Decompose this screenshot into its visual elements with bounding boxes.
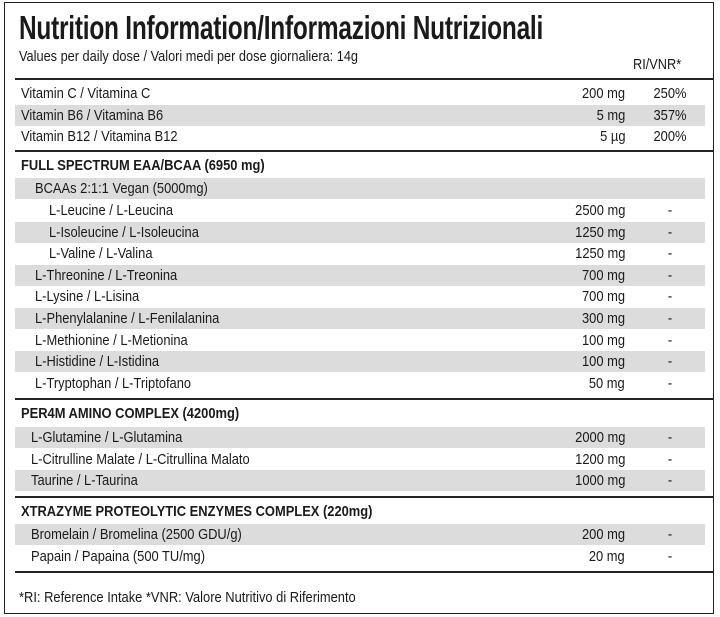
section-title: PER4M AMINO COMPLEX (4200mg)	[21, 405, 240, 423]
nutrient-row: L-Methionine / L-Metionina 100 mg -	[15, 330, 705, 351]
amount: 700 mg	[581, 266, 625, 284]
nutrient-name: L-Lysine / L-Lisina	[35, 288, 140, 306]
ri-value: -	[667, 331, 673, 349]
nutrient-row: L-Valine / L-Valina 1250 mg -	[15, 243, 705, 264]
nutrient-row: L-Tryptophan / L-Triptofano 50 mg -	[15, 373, 705, 394]
nutrient-name: L-Isoleucine / L-Isoleucina	[49, 223, 199, 241]
nutrient-name: Bromelain / Bromelina (2500 GDU/g)	[31, 526, 242, 544]
nutrient-row: Papain / Papaina (500 TU/mg) 20 mg -	[15, 546, 705, 567]
ri-value: -	[667, 353, 673, 371]
nutrient-row: L-Lysine / L-Lisina 700 mg -	[15, 286, 705, 307]
nutrient-name: Vitamin B6 / Vitamina B6	[21, 106, 164, 124]
nutrient-name: L-Threonine / L-Treonina	[35, 266, 178, 284]
ri-value: -	[667, 266, 673, 284]
amount: 50 mg	[589, 374, 625, 392]
amount: 1200 mg	[574, 450, 625, 468]
amount: 5 µg	[599, 128, 625, 146]
divider	[15, 149, 713, 152]
nutrient-row: Bromelain / Bromelina (2500 GDU/g) 200 mg…	[15, 524, 705, 546]
section-header: FULL SPECTRUM EAA/BCAA (6950 mg)	[15, 155, 705, 176]
ri-value: -	[667, 374, 673, 392]
nutrient-name: L-Glutamine / L-Glutamina	[31, 429, 183, 446]
nutrient-name: L-Leucine / L-Leucina	[49, 202, 174, 219]
nutrient-name: L-Tryptophan / L-Triptofano	[35, 374, 192, 392]
amount: 300 mg	[581, 310, 625, 327]
divider	[15, 78, 713, 80]
nutrient-name: L-Methionine / L-Metionina	[35, 331, 188, 349]
section-title: FULL SPECTRUM EAA/BCAA (6950 mg)	[21, 156, 265, 174]
nutrient-row: Taurine / L-Taurina 1000 mg -	[15, 470, 705, 492]
nutrient-row: Vitamin B6 / Vitamina B6 5 mg 357%	[15, 104, 705, 126]
ri-value: -	[667, 310, 673, 327]
amount: 200 mg	[581, 526, 625, 544]
ri-value: -	[667, 548, 673, 565]
nutrient-row: L-Leucine / L-Leucina 2500 mg -	[15, 200, 705, 221]
nutrient-row: BCAAs 2:1:1 Vegan (5000mg)	[15, 178, 705, 200]
ri-value: 200%	[653, 128, 687, 146]
amount: 2500 mg	[574, 202, 625, 219]
ri-value: -	[667, 526, 673, 544]
divider	[15, 570, 713, 573]
footnote: *RI: Reference Intake *VNR: Valore Nutri…	[19, 589, 356, 606]
nutrient-name: Papain / Papaina (500 TU/mg)	[31, 548, 206, 565]
nutrient-row: L-Citrulline Malate / L-Citrullina Malat…	[15, 449, 705, 470]
subtitle: Values per daily dose / Valori medi per …	[19, 48, 359, 65]
amount: 1000 mg	[574, 472, 625, 490]
section-header: XTRAZYME PROTEOLYTIC ENZYMES COMPLEX (22…	[15, 501, 705, 522]
divider	[15, 398, 713, 401]
nutrient-name: Vitamin C / Vitamina C	[21, 85, 151, 102]
nutrient-row: L-Glutamine / L-Glutamina 2000 mg -	[15, 427, 705, 448]
nutrient-name: BCAAs 2:1:1 Vegan (5000mg)	[35, 180, 208, 198]
section-header: PER4M AMINO COMPLEX (4200mg)	[15, 403, 705, 424]
nutrient-name: Taurine / L-Taurina	[31, 472, 138, 490]
amount: 700 mg	[581, 288, 625, 306]
amount: 200 mg	[581, 85, 625, 102]
ri-value: -	[667, 245, 673, 263]
nutrition-panel: Nutrition Information/Informazioni Nutri…	[4, 2, 714, 614]
amount: 5 mg	[596, 106, 625, 124]
ri-value: -	[667, 202, 673, 219]
ri-value: 357%	[653, 106, 687, 124]
nutrient-row: Vitamin B12 / Vitamina B12 5 µg 200%	[15, 126, 705, 147]
nutrient-name: L-Citrulline Malate / L-Citrullina Malat…	[31, 450, 250, 468]
nutrient-row: L-Phenylalanine / L-Fenilalanina 300 mg -	[15, 308, 705, 329]
nutrient-name: L-Phenylalanine / L-Fenilalanina	[35, 310, 220, 327]
ri-value: -	[667, 288, 673, 306]
ri-value: -	[667, 429, 673, 446]
ri-value: -	[667, 450, 673, 468]
amount: 100 mg	[581, 331, 625, 349]
ri-value: -	[667, 472, 673, 490]
nutrient-row: Vitamin C / Vitamina C 200 mg 250%	[15, 83, 705, 104]
amount: 1250 mg	[574, 223, 625, 241]
nutrient-name: Vitamin B12 / Vitamina B12	[21, 128, 178, 146]
nutrient-row: L-Threonine / L-Treonina 700 mg -	[15, 264, 705, 286]
amount: 20 mg	[589, 548, 625, 565]
amount: 2000 mg	[574, 429, 625, 446]
amount: 100 mg	[581, 353, 625, 371]
title: Nutrition Information/Informazioni Nutri…	[19, 9, 544, 46]
ri-value: -	[667, 223, 673, 241]
nutrient-name: L-Valine / L-Valina	[49, 245, 153, 263]
ri-value: 250%	[653, 85, 687, 102]
section-title: XTRAZYME PROTEOLYTIC ENZYMES COMPLEX (22…	[21, 502, 373, 520]
nutrient-name: L-Histidine / L-Istidina	[35, 353, 160, 371]
nutrient-row: L-Histidine / L-Istidina 100 mg -	[15, 351, 705, 373]
amount: 1250 mg	[574, 245, 625, 263]
ri-header: RI/VNR*	[633, 56, 682, 73]
divider	[15, 495, 713, 498]
nutrient-row: L-Isoleucine / L-Isoleucina 1250 mg -	[15, 221, 705, 243]
